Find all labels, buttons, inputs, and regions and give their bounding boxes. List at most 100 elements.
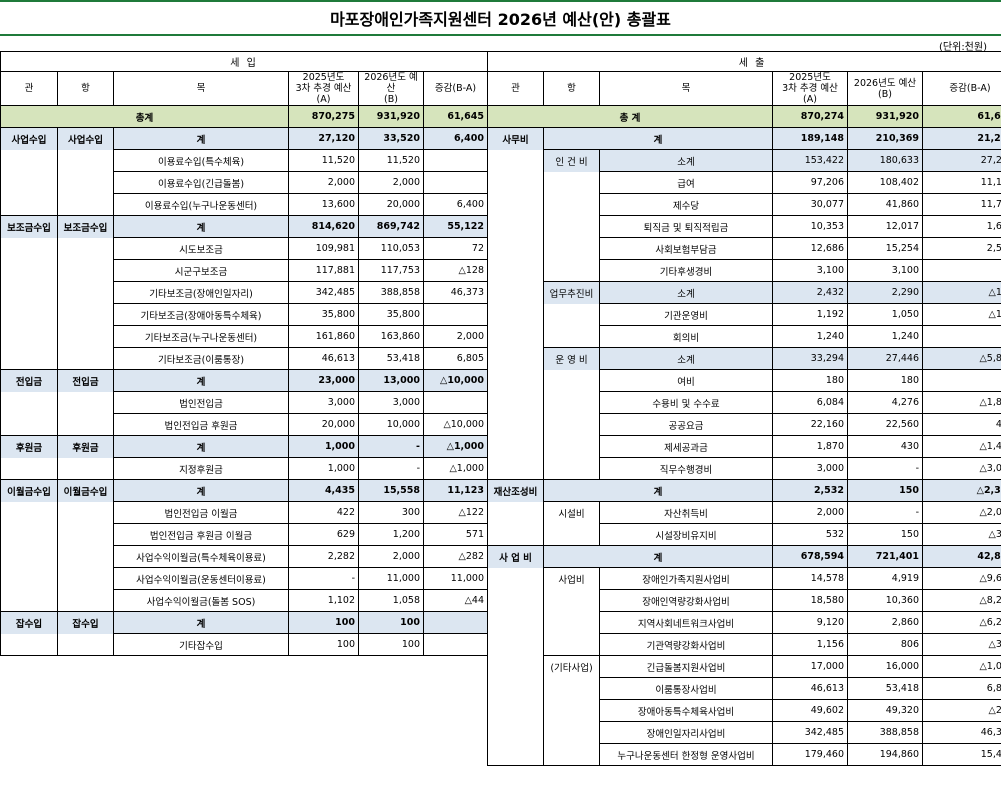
row-gwan [487, 523, 544, 546]
table-row: 시군구보조금 117,881 117,753 △128 [0, 259, 488, 282]
row-curr: 194,860 [847, 743, 923, 766]
row-gwan [487, 391, 544, 414]
row-mok: 지정후원금 [113, 457, 289, 480]
row-curr: - [847, 501, 923, 524]
row-curr: 163,860 [358, 325, 424, 348]
table-row: 사업수익이월금(돌봄 SOS) 1,102 1,058 △44 [0, 589, 488, 612]
row-diff: △282 [423, 545, 488, 568]
row-gwan [487, 237, 544, 260]
row-diff: △2,000 [922, 501, 1001, 524]
total-prev: 870,274 [772, 105, 848, 128]
unit-label: (단위:천원) [939, 42, 987, 53]
row-gwan [487, 699, 544, 722]
row-diff: △3,000 [922, 457, 1001, 480]
row-mok: 사업수익이월금(돌봄 SOS) [113, 589, 289, 612]
row-diff: △128 [423, 259, 488, 282]
row-hang [543, 413, 600, 436]
row-prev: 2,000 [288, 171, 359, 194]
row-hang: 사업비 [543, 567, 600, 590]
row-gwan [487, 435, 544, 458]
row-mok: 시군구보조금 [113, 259, 289, 282]
row-mok: 법인전입금 이월금 [113, 501, 289, 524]
row-prev: 1,192 [772, 303, 848, 326]
row-diff [922, 369, 1001, 392]
table-row: 법인전입금 후원금 20,000 10,000 △10,000 [0, 413, 488, 436]
table-row: 지정후원금 1,000- △1,000 [0, 457, 488, 480]
row-curr: 117,753 [358, 259, 424, 282]
row-diff: 6,400 [423, 193, 488, 216]
row-gwan [487, 655, 544, 678]
row-curr: - [358, 457, 424, 480]
row-hang: 보조금수입 [57, 215, 114, 238]
expense-table: 세 출 관 항 목 2025년도 3차 추경 예산(A) 2026년도 예산(B) 증감(B-… [487, 51, 1001, 766]
row-mok: 긴급돌봄지원사업비 [599, 655, 773, 678]
row-mok: 계 [113, 369, 289, 392]
row-mok: 기타보조금(장애인일자리) [113, 281, 289, 304]
row-diff: △1,000 [423, 457, 488, 480]
row-prev: 1,102 [288, 589, 359, 612]
column-header-curr: 2026년도 예산(B) [847, 71, 923, 106]
row-curr: 721,401 [847, 545, 923, 568]
row-curr: 11,000 [358, 567, 424, 590]
row-gwan [0, 325, 58, 348]
row-diff: △1,808 [922, 391, 1001, 414]
row-curr: 33,520 [358, 127, 424, 150]
row-curr: 12,017 [847, 215, 923, 238]
row-mok: 기타보조금(장애아동특수체육) [113, 303, 289, 326]
row-hang [57, 567, 114, 590]
row-diff [423, 149, 488, 172]
row-curr: 22,560 [847, 413, 923, 436]
row-gwan [0, 523, 58, 546]
row-gwan [0, 347, 58, 370]
row-curr: 1,050 [847, 303, 923, 326]
row-prev: 2,282 [288, 545, 359, 568]
table-row: 회의비 1,240 1,240 [487, 325, 1001, 348]
row-hang [543, 171, 600, 194]
row-diff: △10,000 [423, 413, 488, 436]
row-curr: 100 [358, 633, 424, 656]
row-prev: 342,485 [772, 721, 848, 744]
row-curr: 41,860 [847, 193, 923, 216]
row-mok: 계 [113, 215, 289, 238]
table-row: 기타보조금(장애아동특수체육) 35,800 35,800 [0, 303, 488, 326]
row-prev: 23,000 [288, 369, 359, 392]
row-prev: 6,084 [772, 391, 848, 414]
row-mok: 여비 [599, 369, 773, 392]
row-gwan [0, 149, 58, 172]
row-curr: 15,558 [358, 479, 424, 502]
row-prev: 342,485 [288, 281, 359, 304]
row-curr: 15,254 [847, 237, 923, 260]
row-mok: 이용료수입(특수체육) [113, 149, 289, 172]
row-gwan [487, 567, 544, 590]
row-diff: 11,000 [423, 567, 488, 590]
row-gwan [487, 325, 544, 348]
table-row: 기타보조금(장애인일자리) 342,485 388,858 46,373 [0, 281, 488, 304]
row-mok: 기관역량강화사업비 [599, 633, 773, 656]
row-hang: 후원금 [57, 435, 114, 458]
row-curr: 1,240 [847, 325, 923, 348]
row-diff: 571 [423, 523, 488, 546]
row-hang [543, 589, 600, 612]
row-curr: 27,446 [847, 347, 923, 370]
row-mok: 제세공과금 [599, 435, 773, 458]
row-prev: 2,532 [772, 479, 848, 502]
row-hang: 잡수입 [57, 611, 114, 634]
row-curr: 20,000 [358, 193, 424, 216]
row-hang [543, 633, 600, 656]
row-gwan [0, 281, 58, 304]
row-mok: 소계 [599, 149, 773, 172]
table-row: 시도보조금 109,981 110,053 72 [0, 237, 488, 260]
row-mok: 법인전입금 후원금 이월금 [113, 523, 289, 546]
row-gwan: 이월금수입 [0, 479, 58, 502]
row-mok: 직무수행경비 [599, 457, 773, 480]
row-hang [543, 215, 600, 238]
row-curr: 4,276 [847, 391, 923, 414]
row-diff: △8,220 [922, 589, 1001, 612]
row-curr: - [847, 457, 923, 480]
